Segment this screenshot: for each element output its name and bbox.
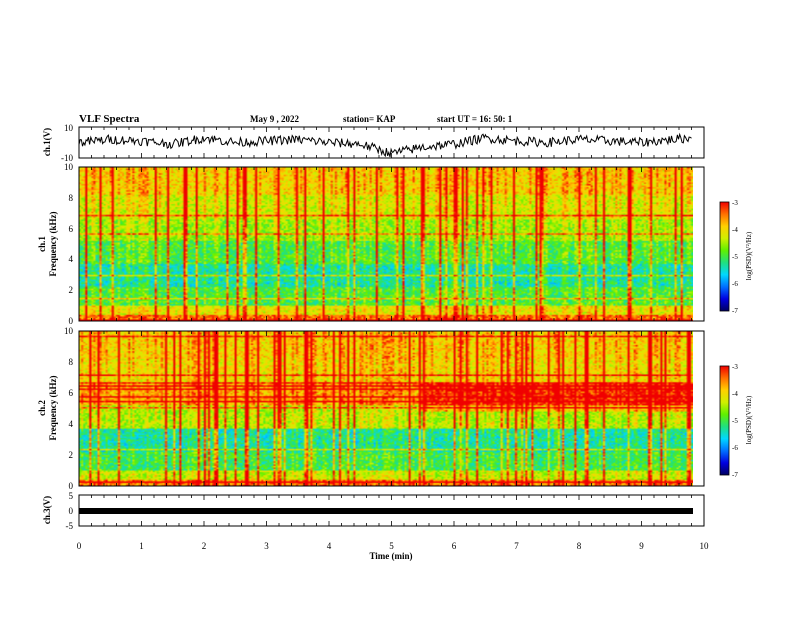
- ch2-ytick-4: 4: [69, 419, 74, 429]
- time-tick-7: 7: [514, 541, 519, 551]
- ch1-colorbar-scale: [719, 201, 730, 312]
- ch1-colorbar: -3 -4 -5 -6 -7 log(PSD)(V²/Hz): [719, 199, 753, 315]
- ch2-spectrogram-image: [79, 331, 693, 486]
- ch1-yticks: 0 2 4 6 8 10: [64, 162, 74, 326]
- ch3-ytick-top: 5: [69, 491, 74, 501]
- time-tick-1: 1: [139, 541, 144, 551]
- time-tick-9: 9: [639, 541, 644, 551]
- ch1-waveform-panel: 10 -10 ch.1(V): [42, 123, 705, 163]
- ch2-ytick-0: 0: [69, 481, 74, 491]
- ch2-ytick-10: 10: [64, 326, 74, 336]
- time-tick-2: 2: [202, 541, 207, 551]
- ch3-ytick-bottom: -5: [66, 521, 74, 531]
- ch2-spectrogram-ylabel-channel: ch.2: [37, 400, 47, 416]
- date-label: May 9 , 2022: [250, 114, 299, 124]
- ch1-colorbar-tick-minus4: -4: [732, 226, 738, 234]
- ch1-spectrogram-ylabel-channel: ch.1: [37, 236, 47, 252]
- ch2-colorbar-scale: [719, 365, 730, 476]
- ch1-spectrogram-panel: 0 2 4 6 8 10 ch.1 Frequency (kHz): [37, 162, 705, 326]
- ch1-ytick-4: 4: [69, 254, 74, 264]
- ch2-spectrogram-panel: 0 2 4 6 8 10 ch.2 Frequency (kHz): [37, 326, 705, 491]
- ch1-ytick-10: 10: [64, 162, 74, 172]
- time-tick-8: 8: [577, 541, 582, 551]
- time-tick-0: 0: [77, 541, 82, 551]
- ch1-spectrogram-ylabel-frequency: Frequency (kHz): [48, 211, 58, 276]
- time-tick-10: 10: [700, 541, 710, 551]
- ch3-waveform-panel: 5 0 -5 ch.3(V): [42, 491, 705, 531]
- ch2-colorbar-tick-minus5: -5: [732, 417, 738, 425]
- time-tick-6: 6: [452, 541, 457, 551]
- ch3-ytick-mid: 0: [69, 506, 74, 516]
- ch2-colorbar-tick-minus3: -3: [732, 363, 738, 371]
- start-time-label: start UT = 16: 50: 1: [437, 114, 513, 124]
- ch1-colorbar-tick-minus3: -3: [732, 199, 738, 207]
- ch2-colorbar-label: log(PSD)(V²/Hz): [745, 395, 753, 444]
- ch1-ytick-top: 10: [64, 123, 74, 133]
- time-tick-5: 5: [389, 541, 394, 551]
- ch2-ytick-8: 8: [69, 357, 74, 367]
- time-axis: 0 1 2 3 4 5 6 7 8 9 10 Time (min): [77, 541, 709, 561]
- ch1-ytick-0: 0: [69, 316, 74, 326]
- axis-tickmarks: [78, 127, 705, 526]
- ch2-colorbar: -3 -4 -5 -6 -7 log(PSD)(V²/Hz): [719, 363, 753, 479]
- ch1-ytick-2: 2: [69, 285, 74, 295]
- ch2-spectrogram-ylabel-frequency: Frequency (kHz): [48, 375, 58, 440]
- ch1-waveform-line: [78, 132, 692, 158]
- time-tick-4: 4: [327, 541, 332, 551]
- ch1-colorbar-tick-minus7: -7: [732, 307, 738, 315]
- time-tick-3: 3: [264, 541, 269, 551]
- ch1-waveform-ylabel: ch.1(V): [42, 128, 52, 156]
- ch2-ytick-6: 6: [69, 388, 74, 398]
- station-label: station= KAP: [343, 114, 396, 124]
- ch2-colorbar-tick-minus6: -6: [732, 444, 738, 452]
- ch1-colorbar-label: log(PSD)(V²/Hz): [745, 231, 753, 280]
- ch2-colorbar-tick-minus7: -7: [732, 471, 738, 479]
- ch1-colorbar-tick-minus6: -6: [732, 280, 738, 288]
- ch3-waveform-line: [79, 508, 693, 514]
- figure-title: VLF Spectra: [79, 113, 140, 125]
- ch1-ytick-8: 8: [69, 193, 74, 203]
- ch3-waveform-ylabel: ch.3(V): [42, 496, 52, 524]
- ch1-colorbar-tick-minus5: -5: [732, 253, 738, 261]
- ch1-spectrogram-image: [79, 167, 693, 321]
- ch2-colorbar-tick-minus4: -4: [732, 390, 738, 398]
- ch2-ytick-2: 2: [69, 450, 74, 460]
- time-axis-label: Time (min): [369, 551, 412, 561]
- ch1-ytick-6: 6: [69, 224, 74, 234]
- ch1-ytick-bottom: -10: [61, 153, 73, 163]
